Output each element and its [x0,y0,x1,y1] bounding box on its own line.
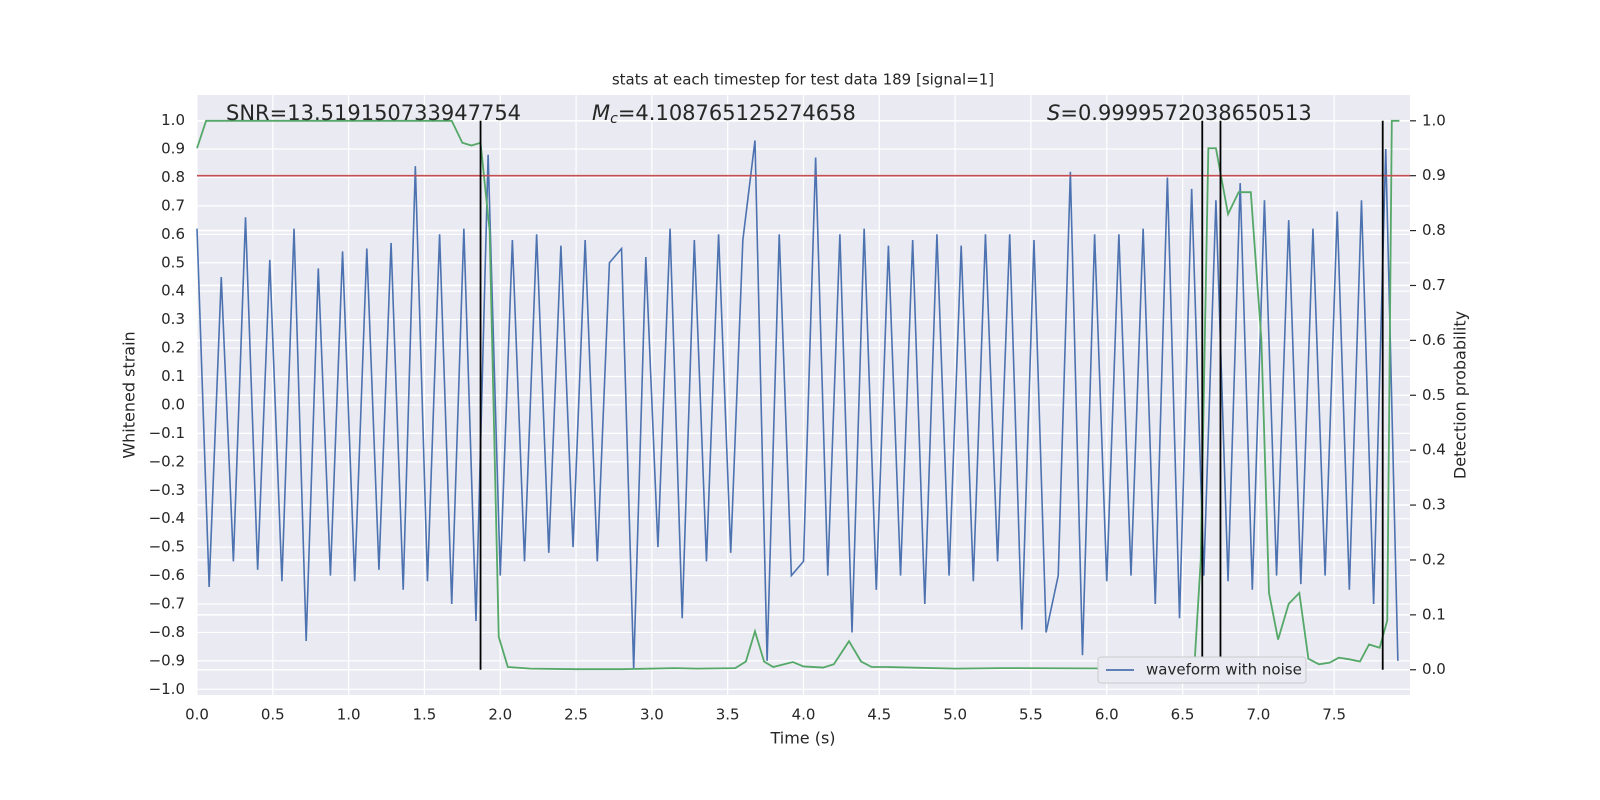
annotation: SNR=13.519150733947754 [226,101,521,125]
y2-tick-label: 0.7 [1422,276,1446,294]
annotation-text: =4.108765125274658 [618,101,856,125]
x-tick-label: 4.0 [792,706,816,724]
x-tick-label: 4.5 [867,706,891,724]
x-tick-label: 7.5 [1322,706,1346,724]
y-tick-label: 0.7 [161,196,185,214]
x-tick-label: 1.5 [413,706,437,724]
annotation-symbol: S [1047,101,1060,125]
y-tick-label: −0.5 [149,538,185,556]
y2-axis-label: Detection probability [1451,311,1470,479]
y-tick-label: −0.6 [149,566,185,584]
legend-box [1097,656,1307,684]
y-tick-label: −0.8 [149,623,185,641]
y-tick-label: −0.4 [149,509,185,527]
y-tick-label: 0.0 [161,395,185,413]
probability-line [196,119,1400,671]
x-tick-label: 2.5 [564,706,588,724]
y-tick-label: −0.2 [149,452,185,470]
y2-tick-label: 0.0 [1422,660,1446,678]
annotation-subscript: c [610,111,618,127]
x-tick-label: 5.5 [1019,706,1043,724]
x-tick-label: 3.0 [640,706,664,724]
y2-tick-label: 0.6 [1422,331,1446,349]
x-axis-label: Time (s) [769,729,835,748]
y2-tick-label: 1.0 [1422,111,1446,129]
y2-tick-label: 0.5 [1422,386,1446,404]
x-tick-label: 0.0 [185,706,209,724]
chart-title: stats at each timestep for test data 189… [612,71,994,89]
annotation-symbol: M [592,101,610,125]
y-tick-label: −0.3 [149,481,185,499]
y2-tick-label: 0.3 [1422,496,1446,514]
y2-tick-label: 0.4 [1422,441,1446,459]
x-tick-label: 6.5 [1171,706,1195,724]
y-tick-label: 0.2 [161,339,185,357]
y2-tick-label: 0.8 [1422,221,1446,239]
y-tick-label: 0.8 [161,168,185,186]
y-tick-label: −0.9 [149,651,185,669]
x-tick-label: 1.0 [337,706,361,724]
y-tick-label: −0.1 [149,424,185,442]
y2-tick-label: 0.2 [1422,550,1446,568]
y-tick-label: 1.0 [161,111,185,129]
x-tick-label: 2.0 [488,706,512,724]
x-tick-label: 0.5 [261,706,285,724]
x-tick-label: 7.0 [1246,706,1270,724]
y-tick-label: 0.6 [161,225,185,243]
annotation: Mc=4.108765125274658 [592,101,856,127]
y-tick-label: 0.1 [161,367,185,385]
annotation: S=0.9999572038650513 [1047,101,1312,125]
y-tick-label: 0.5 [161,253,185,271]
waveform-line [196,140,1399,670]
x-tick-label: 3.5 [716,706,740,724]
legend-label: waveform with noise [1146,661,1302,679]
y-axis-label: Whitened strain [120,331,139,458]
y-tick-label: 0.4 [161,282,185,300]
y2-tick-label: 0.1 [1422,605,1446,623]
x-tick-label: 5.0 [943,706,967,724]
y-tick-label: −1.0 [149,680,185,698]
y2-tick-label: 0.9 [1422,166,1446,184]
y-tick-label: 0.3 [161,310,185,328]
annotation-text: SNR=13.519150733947754 [226,101,521,125]
y-tick-label: 0.9 [161,140,185,158]
y-tick-label: −0.7 [149,595,185,613]
annotation-text: =0.9999572038650513 [1060,101,1311,125]
x-tick-label: 6.0 [1095,706,1119,724]
